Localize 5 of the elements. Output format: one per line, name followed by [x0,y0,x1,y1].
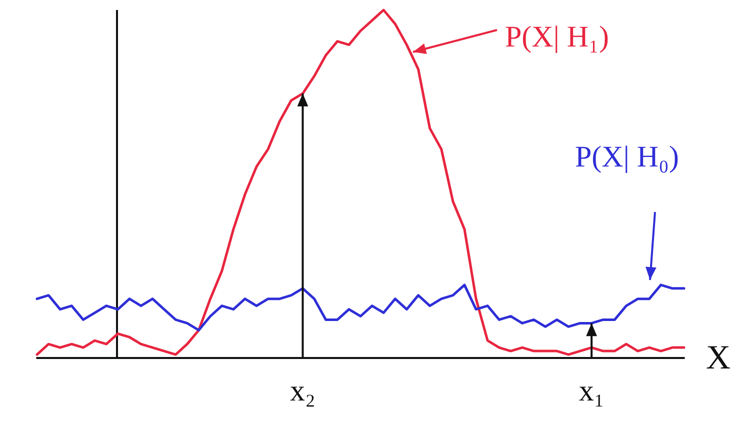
text: P(X| H₀) [575,140,679,174]
x-tick-label: x₂ [290,374,316,408]
x-axis-title: X [706,340,731,376]
x-tick-label: x₁ [578,374,604,408]
legend-label: P(X| H₁) [505,20,609,54]
